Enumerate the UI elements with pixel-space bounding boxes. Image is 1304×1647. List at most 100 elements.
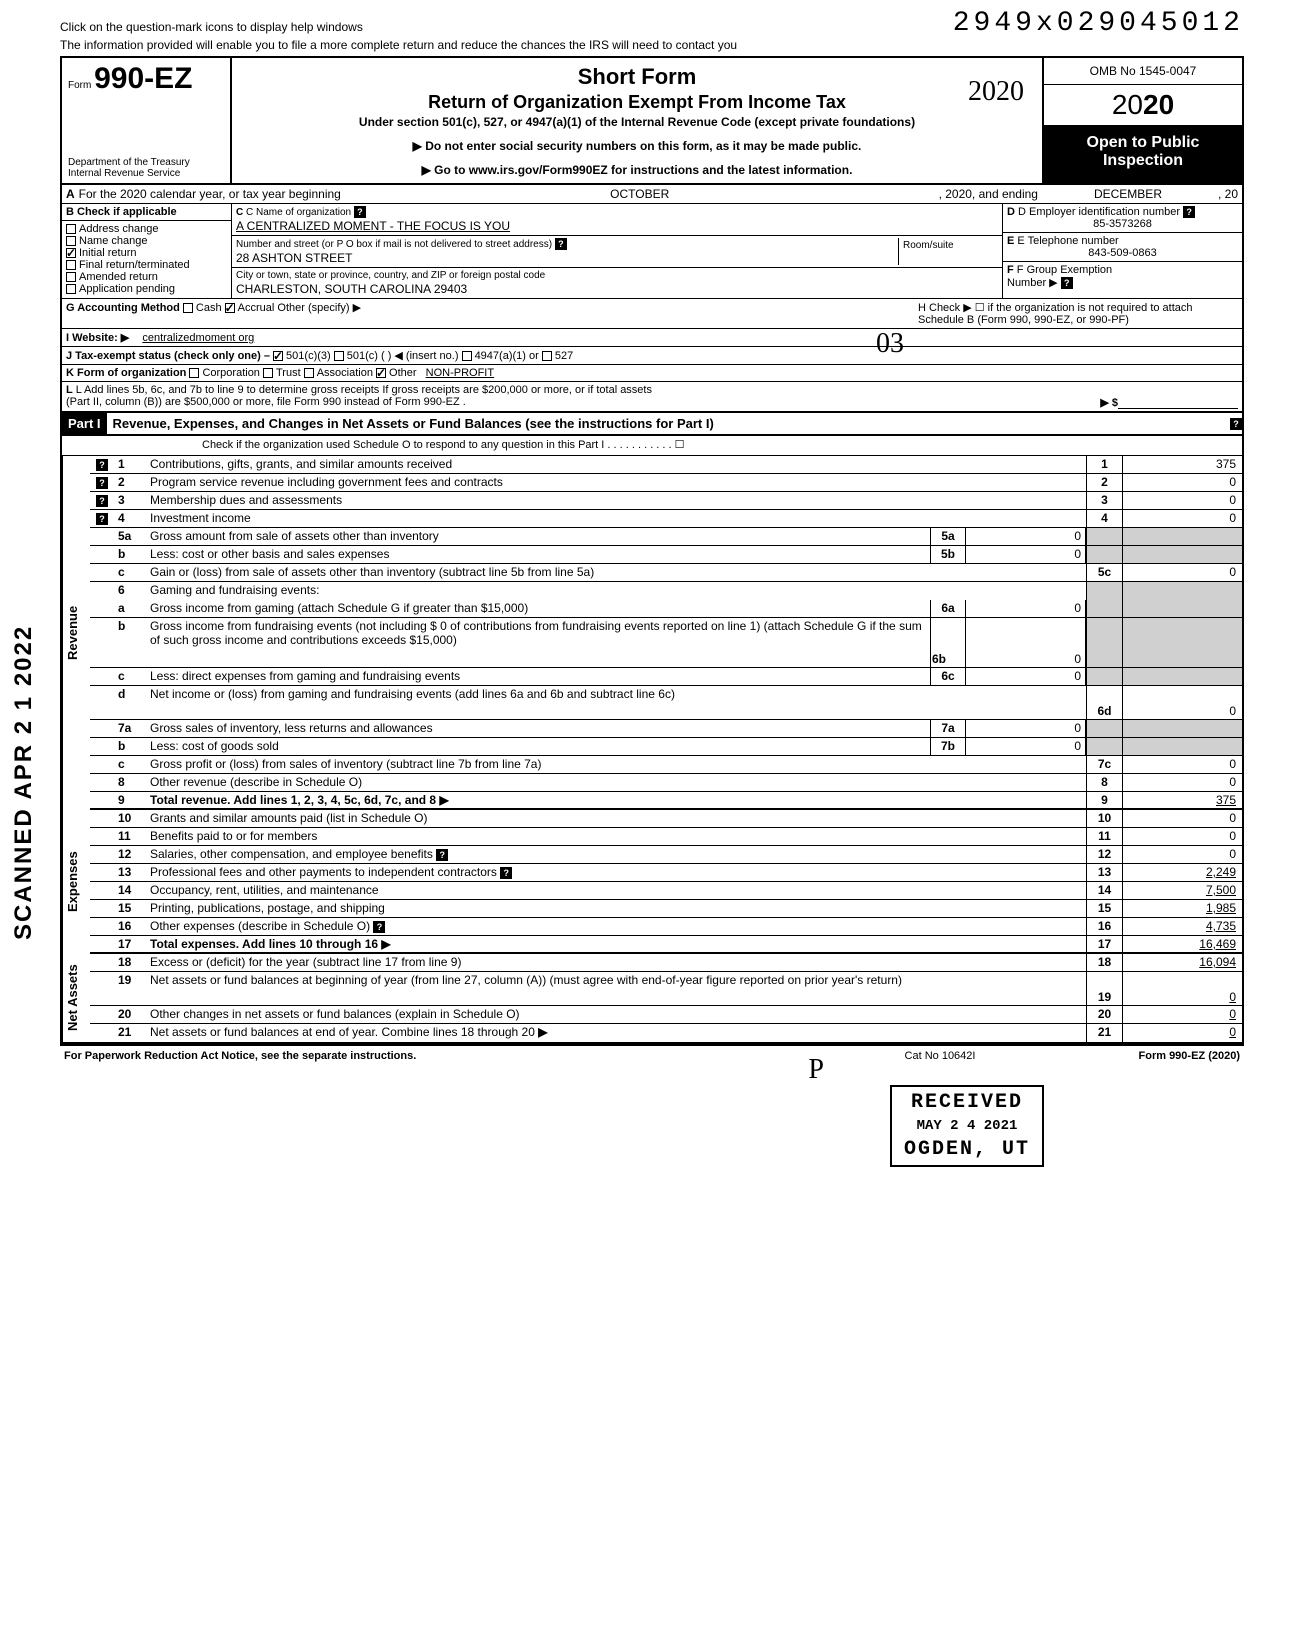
l12-rval[interactable]: 0: [1122, 846, 1242, 863]
l5b-midval[interactable]: 0: [966, 546, 1086, 563]
website-value: centralizedmoment org: [142, 332, 254, 344]
l7b-midval[interactable]: 0: [966, 738, 1086, 755]
l3-desc: Membership dues and assessments: [146, 492, 1086, 509]
l14-rval[interactable]: 7,500: [1122, 882, 1242, 899]
opt-501c3: 501(c)(3): [286, 350, 331, 362]
l6b-midval[interactable]: 0: [966, 618, 1086, 667]
col-c: C C Name of organization ? A CENTRALIZED…: [232, 204, 1002, 298]
l9-rval[interactable]: 375: [1122, 792, 1242, 808]
l7c-desc: Gross profit or (loss) from sales of inv…: [146, 756, 1086, 773]
l18-rnum: 18: [1086, 954, 1122, 971]
help-icon[interactable]: ?: [96, 495, 108, 507]
help-icon[interactable]: ?: [500, 867, 512, 879]
l21-desc: Net assets or fund balances at end of ye…: [150, 1025, 535, 1039]
l9-rnum: 9: [1086, 792, 1122, 808]
line-21: 21Net assets or fund balances at end of …: [90, 1024, 1242, 1042]
help-icon[interactable]: ?: [96, 459, 108, 471]
l10-rval[interactable]: 0: [1122, 810, 1242, 827]
l19-rval[interactable]: 0: [1122, 972, 1242, 1005]
street-value: 28 ASHTON STREET: [236, 251, 898, 265]
row-g-h: G Accounting Method Cash Accrual Other (…: [62, 299, 1242, 329]
help-icon[interactable]: ?: [1230, 418, 1242, 430]
chk-corp[interactable]: [189, 368, 199, 378]
chk-assoc[interactable]: [304, 368, 314, 378]
l17-rval[interactable]: 16,469: [1122, 936, 1242, 952]
l7c-num: c: [114, 756, 146, 773]
l14-num: 14: [114, 882, 146, 899]
l4-desc: Investment income: [146, 510, 1086, 527]
chk-initial-return[interactable]: Initial return: [66, 247, 227, 259]
open-public-2: Inspection: [1048, 152, 1238, 170]
line-13: 13Professional fees and other payments t…: [90, 864, 1242, 882]
l7b-desc: Less: cost of goods sold: [146, 738, 930, 755]
chk-other[interactable]: [376, 368, 386, 378]
handwriting-code: 03: [876, 328, 904, 360]
row-a-end2: , 20: [1218, 187, 1238, 201]
l16-rnum: 16: [1086, 918, 1122, 935]
l11-rval[interactable]: 0: [1122, 828, 1242, 845]
l6c-midval[interactable]: 0: [966, 668, 1086, 685]
other-value: NON-PROFIT: [426, 367, 494, 379]
l7c-rval[interactable]: 0: [1122, 756, 1242, 773]
help-icon[interactable]: ?: [1183, 206, 1195, 218]
help-icon[interactable]: ?: [436, 849, 448, 861]
opt-527: 527: [555, 350, 573, 362]
tax-year: 2020: [1044, 85, 1242, 126]
line-5a: 5aGross amount from sale of assets other…: [90, 528, 1242, 546]
chk-final-return[interactable]: Final return/terminated: [66, 259, 227, 271]
l6b-box: 6b: [930, 618, 966, 667]
l5a-midval[interactable]: 0: [966, 528, 1086, 545]
l13-rval[interactable]: 2,249: [1122, 864, 1242, 881]
d-ein: D D Employer identification number ? 85-…: [1003, 204, 1242, 233]
l13-num: 13: [114, 864, 146, 881]
l15-rval[interactable]: 1,985: [1122, 900, 1242, 917]
l19-rnum: 19: [1086, 972, 1122, 1005]
chk-address-label: Address change: [79, 223, 159, 235]
l21-rval[interactable]: 0: [1122, 1024, 1242, 1042]
l-text2: (Part II, column (B)) are $500,000 or mo…: [66, 396, 466, 409]
l6a-midval[interactable]: 0: [966, 600, 1086, 617]
chk-address-change[interactable]: Address change: [66, 223, 227, 235]
chk-cash[interactable]: [183, 303, 193, 313]
l12-rnum: 12: [1086, 846, 1122, 863]
chk-501c3[interactable]: [273, 351, 283, 361]
accrual-label: Accrual: [238, 302, 275, 314]
l2-rval[interactable]: 0: [1122, 474, 1242, 491]
year-prefix: 20: [1112, 89, 1143, 120]
help-icon[interactable]: ?: [555, 238, 567, 250]
l8-rval[interactable]: 0: [1122, 774, 1242, 791]
chk-application-pending[interactable]: Application pending: [66, 283, 227, 295]
chk-accrual[interactable]: [225, 303, 235, 313]
help-icon[interactable]: ?: [373, 921, 385, 933]
l6d-rval[interactable]: 0: [1122, 686, 1242, 719]
l20-rval[interactable]: 0: [1122, 1006, 1242, 1023]
header-center: Short Form Return of Organization Exempt…: [232, 58, 1042, 183]
l3-rval[interactable]: 0: [1122, 492, 1242, 509]
l5b-box: 5b: [930, 546, 966, 563]
l6c-desc: Less: direct expenses from gaming and fu…: [146, 668, 930, 685]
help-icon[interactable]: ?: [96, 513, 108, 525]
l2-rnum: 2: [1086, 474, 1122, 491]
chk-527[interactable]: [542, 351, 552, 361]
chk-501c[interactable]: [334, 351, 344, 361]
help-icon[interactable]: ?: [96, 477, 108, 489]
line-7a: 7aGross sales of inventory, less returns…: [90, 720, 1242, 738]
chk-amended-return[interactable]: Amended return: [66, 271, 227, 283]
help-icon[interactable]: ?: [1061, 277, 1073, 289]
l5c-rval[interactable]: 0: [1122, 564, 1242, 581]
l19-num: 19: [114, 972, 146, 1005]
l1-desc: Contributions, gifts, grants, and simila…: [146, 456, 1086, 473]
l16-rval[interactable]: 4,735: [1122, 918, 1242, 935]
phone-value: 843-509-0863: [1007, 247, 1238, 259]
part1-label: Part I: [62, 413, 107, 434]
l18-rval[interactable]: 16,094: [1122, 954, 1242, 971]
l7b-num: b: [114, 738, 146, 755]
chk-4947[interactable]: [462, 351, 472, 361]
l7a-midval[interactable]: 0: [966, 720, 1086, 737]
help-icon[interactable]: ?: [354, 206, 366, 218]
l1-rval[interactable]: 375: [1122, 456, 1242, 473]
l4-rval[interactable]: 0: [1122, 510, 1242, 527]
group-ex-number: Number ▶: [1007, 277, 1058, 289]
chk-trust[interactable]: [263, 368, 273, 378]
chk-name-change[interactable]: Name change: [66, 235, 227, 247]
